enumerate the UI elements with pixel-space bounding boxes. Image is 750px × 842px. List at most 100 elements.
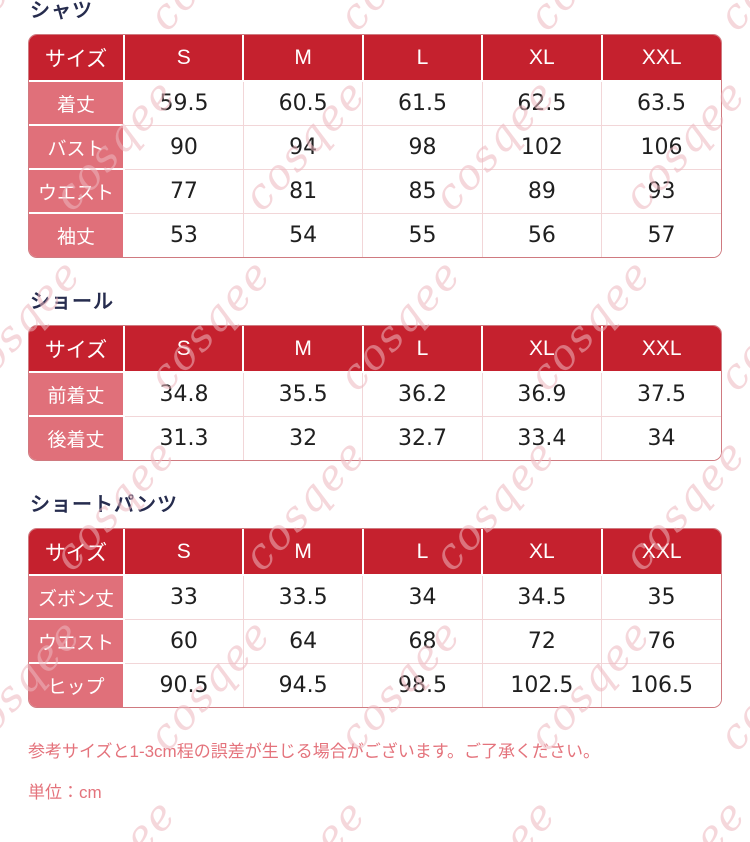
measurement-row: ウエスト 77 81 85 89 93 (29, 169, 721, 214)
section-title-shorts: ショートパンツ (30, 494, 178, 516)
measurement-label-cell: ウエスト (29, 619, 125, 664)
measurement-value-cell: 54 (243, 213, 364, 257)
size-header-cell: S (124, 35, 245, 82)
size-header-cell: S (124, 326, 245, 373)
measurement-value-cell: 72 (482, 619, 603, 664)
measurement-label-cell: 後着丈 (29, 416, 125, 460)
measurement-value-cell: 85 (362, 169, 483, 214)
section-shawl: ショール サイズ S M L XL XXL 前着丈 34.8 35.5 36.2 36.9 37.5 後… (28, 291, 722, 461)
measurement-value-cell: 34.5 (482, 575, 603, 620)
measurement-value-cell: 35 (601, 575, 721, 620)
size-header-cell: XL (482, 529, 603, 576)
measurement-value-cell: 60 (124, 619, 244, 664)
size-label-header-cell: サイズ (29, 326, 125, 373)
size-header-cell: XL (482, 326, 603, 373)
shorts-size-table: サイズ S M L XL XXL ズボン丈 33 33.5 34 34.5 35 ウエスト 60 64 68 7… (29, 529, 721, 707)
measurement-value-cell: 81 (243, 169, 364, 214)
size-header-cell: XL (482, 35, 603, 82)
measurement-row: ウエスト 60 64 68 72 76 (29, 619, 721, 664)
measurement-value-cell: 94 (243, 125, 364, 170)
shirt-size-table: サイズ S M L XL XXL 着丈 59.5 60.5 61.5 62.5 63.5 バスト 90 94… (29, 35, 721, 257)
size-header-cell: L (362, 35, 484, 82)
measurement-row: 着丈 59.5 60.5 61.5 62.5 63.5 (29, 81, 721, 126)
measurement-label-cell: ウエスト (29, 169, 125, 214)
measurement-value-cell: 32 (243, 416, 364, 460)
measurement-value-cell: 98.5 (362, 663, 483, 707)
measurement-value-cell: 90 (124, 125, 244, 170)
section-shirt: シャツ サイズ S M L XL XXL 着丈 59.5 60.5 61.5 62.5 63.5 バスト… (28, 0, 722, 258)
size-header-cell: XXL (601, 35, 721, 82)
measurement-value-cell: 34 (601, 416, 721, 460)
section-title-shawl: ショール (30, 291, 114, 313)
size-label-header-cell: サイズ (29, 529, 125, 576)
shawl-table-frame: サイズ S M L XL XXL 前着丈 34.8 35.5 36.2 36.9 37.5 後着丈 31.… (28, 325, 722, 461)
size-header-cell: XXL (601, 326, 721, 373)
shawl-size-table: サイズ S M L XL XXL 前着丈 34.8 35.5 36.2 36.9 37.5 後着丈 31.… (29, 326, 721, 460)
measurement-value-cell: 102.5 (482, 663, 603, 707)
measurement-label-cell: ヒップ (29, 663, 125, 707)
measurement-value-cell: 77 (124, 169, 244, 214)
size-header-cell: L (362, 529, 484, 576)
measurement-value-cell: 37.5 (601, 372, 721, 417)
measurement-value-cell: 31.3 (124, 416, 244, 460)
measurement-value-cell: 32.7 (362, 416, 483, 460)
measurement-value-cell: 106.5 (601, 663, 721, 707)
measurement-row: 後着丈 31.3 32 32.7 33.4 34 (29, 416, 721, 460)
section-shorts: ショートパンツ サイズ S M L XL XXL ズボン丈 33 33.5 34 34.5 35 ウエス… (28, 494, 722, 708)
shirt-table-frame: サイズ S M L XL XXL 着丈 59.5 60.5 61.5 62.5 63.5 バスト 90 94… (28, 34, 722, 258)
measurement-value-cell: 56 (482, 213, 603, 257)
measurement-label-cell: 着丈 (29, 81, 125, 126)
measurement-value-cell: 102 (482, 125, 603, 170)
measurement-value-cell: 36.2 (362, 372, 483, 417)
size-header-row: サイズ S M L XL XXL (29, 35, 721, 82)
measurement-value-cell: 93 (601, 169, 721, 214)
size-header-cell: M (243, 35, 364, 82)
measurement-label-cell: 前着丈 (29, 372, 125, 417)
section-title-shirt: シャツ (30, 0, 93, 22)
measurement-value-cell: 53 (124, 213, 244, 257)
measurement-value-cell: 33.4 (482, 416, 603, 460)
size-header-row: サイズ S M L XL XXL (29, 529, 721, 576)
measurement-value-cell: 94.5 (243, 663, 364, 707)
measurement-label-cell: ズボン丈 (29, 575, 125, 620)
measurement-value-cell: 64 (243, 619, 364, 664)
tolerance-note: 参考サイズと1-3cm程の誤差が生じる場合がございます。ご了承ください。 (28, 742, 601, 761)
size-chart-content: シャツ サイズ S M L XL XXL 着丈 59.5 60.5 61.5 62.5 63.5 バスト… (28, 0, 722, 804)
measurement-label-cell: 袖丈 (29, 213, 125, 257)
size-header-cell: XXL (601, 529, 721, 576)
measurement-value-cell: 59.5 (124, 81, 244, 126)
measurement-value-cell: 62.5 (482, 81, 603, 126)
size-header-cell: M (243, 326, 364, 373)
measurement-value-cell: 68 (362, 619, 483, 664)
measurement-label-cell: バスト (29, 125, 125, 170)
measurement-value-cell: 34 (362, 575, 483, 620)
measurement-value-cell: 89 (482, 169, 603, 214)
measurement-value-cell: 98 (362, 125, 483, 170)
measurement-value-cell: 33 (124, 575, 244, 620)
footnotes: 参考サイズと1-3cm程の誤差が生じる場合がございます。ご了承ください。 単位：… (28, 741, 722, 804)
measurement-row: ヒップ 90.5 94.5 98.5 102.5 106.5 (29, 663, 721, 707)
size-header-cell: L (362, 326, 484, 373)
measurement-value-cell: 106 (601, 125, 721, 170)
measurement-value-cell: 76 (601, 619, 721, 664)
size-label-header-cell: サイズ (29, 35, 125, 82)
measurement-value-cell: 60.5 (243, 81, 364, 126)
measurement-value-cell: 61.5 (362, 81, 483, 126)
shorts-table-frame: サイズ S M L XL XXL ズボン丈 33 33.5 34 34.5 35 ウエスト 60 64 68 7… (28, 528, 722, 708)
measurement-value-cell: 57 (601, 213, 721, 257)
measurement-value-cell: 90.5 (124, 663, 244, 707)
measurement-value-cell: 63.5 (601, 81, 721, 126)
unit-note: 単位：cm (28, 783, 102, 802)
measurement-row: 前着丈 34.8 35.5 36.2 36.9 37.5 (29, 372, 721, 417)
measurement-row: ズボン丈 33 33.5 34 34.5 35 (29, 575, 721, 620)
measurement-row: バスト 90 94 98 102 106 (29, 125, 721, 170)
measurement-value-cell: 55 (362, 213, 483, 257)
measurement-value-cell: 36.9 (482, 372, 603, 417)
size-header-row: サイズ S M L XL XXL (29, 326, 721, 373)
measurement-value-cell: 35.5 (243, 372, 364, 417)
size-header-cell: S (124, 529, 245, 576)
measurement-value-cell: 34.8 (124, 372, 244, 417)
measurement-row: 袖丈 53 54 55 56 57 (29, 213, 721, 257)
size-header-cell: M (243, 529, 364, 576)
